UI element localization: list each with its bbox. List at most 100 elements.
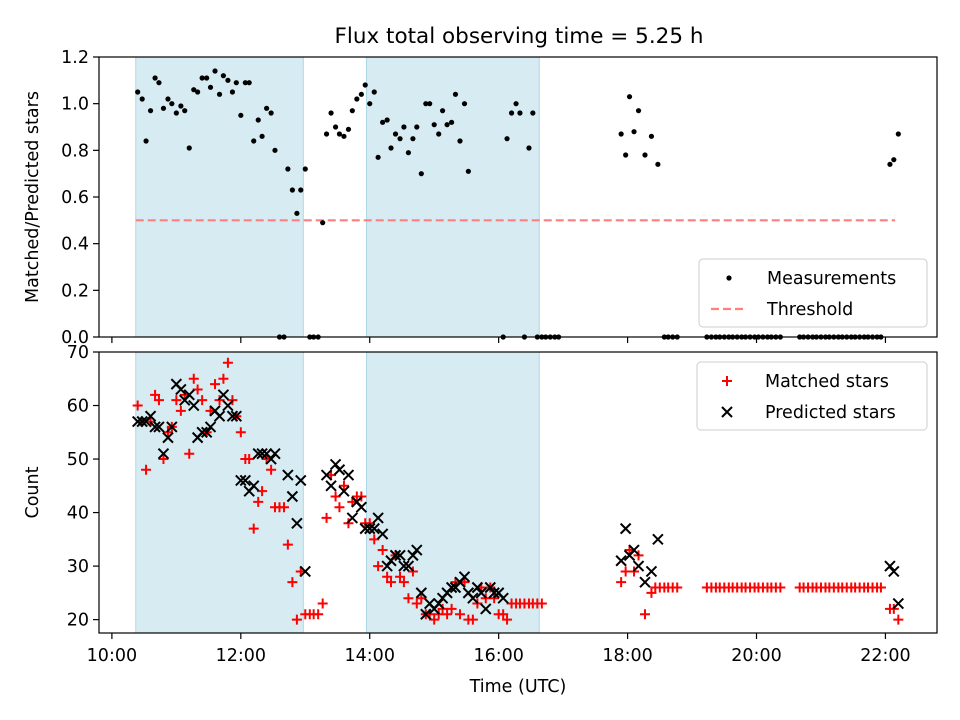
data-point bbox=[248, 480, 260, 492]
data-point bbox=[401, 124, 407, 130]
data-point bbox=[182, 108, 188, 114]
data-point bbox=[226, 410, 239, 422]
data-point bbox=[616, 577, 627, 588]
data-point bbox=[196, 426, 208, 438]
data-point bbox=[328, 110, 334, 116]
data-point bbox=[436, 131, 442, 137]
count-y-label: Count bbox=[23, 466, 43, 518]
data-point bbox=[289, 187, 295, 193]
data-point bbox=[135, 89, 141, 95]
data-point bbox=[341, 133, 347, 139]
data-point bbox=[244, 454, 255, 465]
data-point bbox=[147, 108, 154, 114]
data-point bbox=[157, 447, 170, 460]
data-point bbox=[875, 582, 886, 593]
data-point bbox=[192, 384, 203, 395]
data-point bbox=[405, 150, 412, 156]
data-point bbox=[302, 166, 308, 172]
data-point bbox=[200, 426, 213, 438]
data-point bbox=[498, 609, 509, 620]
data-point bbox=[410, 136, 416, 142]
data-point bbox=[268, 110, 274, 116]
data-point bbox=[325, 480, 337, 492]
data-point bbox=[411, 598, 422, 609]
data-point bbox=[195, 89, 201, 95]
shaded-span bbox=[366, 56, 540, 338]
data-point bbox=[639, 576, 651, 588]
data-point bbox=[338, 485, 350, 497]
count-y-axis: 20 30 40 50 60 70 bbox=[67, 343, 99, 631]
data-point bbox=[626, 94, 633, 100]
data-point bbox=[264, 105, 270, 111]
data-point bbox=[439, 108, 446, 114]
data-point bbox=[171, 395, 182, 406]
data-point bbox=[488, 587, 500, 599]
data-point bbox=[414, 124, 420, 130]
data-point bbox=[229, 89, 236, 95]
data-point bbox=[449, 119, 455, 125]
x-tick-label: 22:00 bbox=[860, 646, 910, 666]
data-point bbox=[355, 501, 368, 513]
data-point bbox=[380, 119, 386, 125]
data-point bbox=[144, 410, 157, 422]
data-point bbox=[467, 592, 479, 604]
data-point bbox=[217, 389, 230, 401]
data-point bbox=[184, 448, 195, 459]
data-point bbox=[158, 454, 169, 465]
y-tick-label: 0.4 bbox=[61, 235, 89, 255]
data-point bbox=[321, 512, 332, 523]
data-point bbox=[655, 161, 661, 167]
data-point bbox=[150, 389, 161, 400]
data-point bbox=[238, 112, 244, 118]
data-point bbox=[338, 480, 349, 491]
data-point bbox=[313, 609, 324, 620]
data-point bbox=[373, 561, 384, 572]
ratio-x-ticks bbox=[111, 337, 887, 343]
y-tick-label: 50 bbox=[67, 450, 89, 470]
data-point bbox=[892, 597, 905, 610]
data-point bbox=[156, 80, 162, 86]
data-point bbox=[214, 395, 225, 406]
data-point bbox=[381, 560, 393, 572]
data-point bbox=[362, 82, 368, 88]
legend-label: Matched stars bbox=[765, 372, 889, 392]
data-point bbox=[642, 152, 648, 158]
data-point bbox=[652, 533, 664, 546]
data-point bbox=[212, 68, 218, 74]
data-point bbox=[530, 110, 536, 116]
data-point bbox=[143, 138, 149, 144]
data-point bbox=[454, 609, 465, 620]
x-tick-label: 20:00 bbox=[731, 646, 781, 666]
data-point bbox=[343, 518, 354, 529]
data-point bbox=[218, 373, 229, 384]
count-series bbox=[131, 357, 905, 625]
data-point bbox=[225, 77, 231, 83]
chart-title: Flux total observing time = 5.25 h bbox=[335, 24, 704, 49]
data-point bbox=[346, 512, 359, 524]
data-point bbox=[635, 108, 642, 114]
data-point bbox=[153, 395, 164, 406]
data-point bbox=[457, 138, 463, 144]
legend-label: Threshold bbox=[766, 300, 853, 320]
data-point bbox=[333, 464, 346, 476]
data-point bbox=[382, 571, 393, 582]
data-point bbox=[207, 84, 214, 90]
data-point bbox=[213, 410, 226, 422]
data-point bbox=[415, 587, 428, 599]
data-point bbox=[291, 614, 302, 625]
data-point bbox=[298, 187, 304, 193]
ratio-legend: Measurements Threshold bbox=[698, 258, 928, 328]
data-point bbox=[269, 447, 281, 460]
data-point bbox=[222, 357, 233, 368]
data-point bbox=[233, 80, 239, 86]
data-point bbox=[402, 560, 415, 572]
data-point bbox=[188, 373, 199, 384]
data-point bbox=[329, 458, 342, 471]
data-point bbox=[623, 152, 629, 158]
y-tick-label: 0.6 bbox=[61, 188, 89, 208]
data-point bbox=[628, 544, 640, 556]
data-point bbox=[411, 544, 423, 556]
data-point bbox=[645, 565, 658, 578]
data-point bbox=[632, 560, 645, 572]
data-point bbox=[173, 110, 179, 116]
